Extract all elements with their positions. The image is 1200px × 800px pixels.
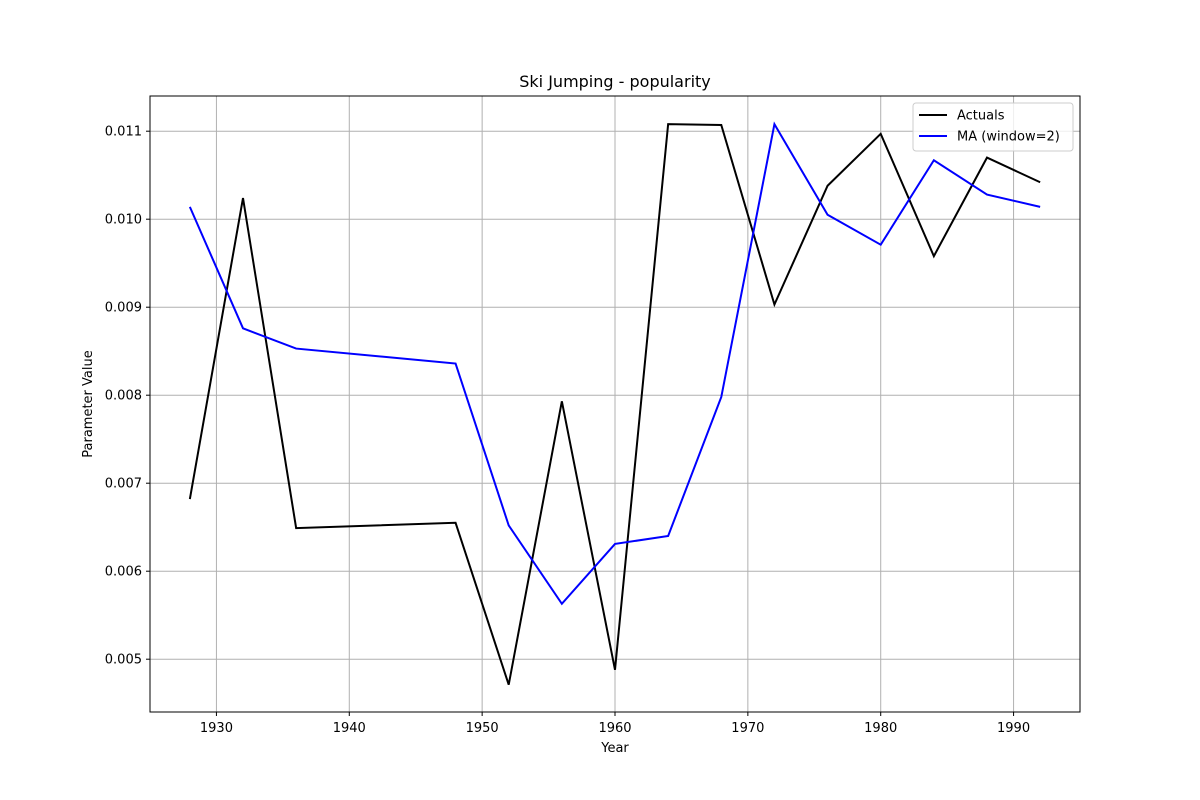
legend-label: MA (window=2) [957,130,1060,145]
series-lines [188,121,1041,686]
x-tick-label: 1950 [466,721,499,736]
series-line-actuals [188,123,1041,686]
y-tick-label: 0.006 [105,565,142,580]
x-axis-label: Year [600,741,629,756]
y-tick-label: 0.008 [105,389,142,404]
legend-label: Actuals [957,109,1005,124]
y-tick-label: 0.009 [105,301,142,316]
x-tick-label: 1970 [731,721,764,736]
y-axis-label: Parameter Value [81,350,96,457]
chart-title: Ski Jumping - popularity [519,72,711,91]
grid-lines [150,96,1080,712]
axis-ticks: 1930 1940 1950 1960 1970 1980 1990 0.005 0.006 0.… [105,125,1030,736]
y-tick-label: 0.010 [105,213,142,228]
y-tick-label: 0.007 [105,477,142,492]
x-tick-label: 1930 [200,721,233,736]
y-tick-label: 0.011 [105,125,142,140]
legend-box [912,102,1074,152]
y-tick-label: 0.005 [105,653,142,668]
legend: Actuals MA (window=2) [912,102,1074,152]
x-tick-label: 1940 [333,721,366,736]
x-tick-label: 1990 [997,721,1030,736]
x-tick-label: 1960 [598,721,631,736]
series-line-moving-average [188,121,1041,606]
x-tick-label: 1980 [864,721,897,736]
